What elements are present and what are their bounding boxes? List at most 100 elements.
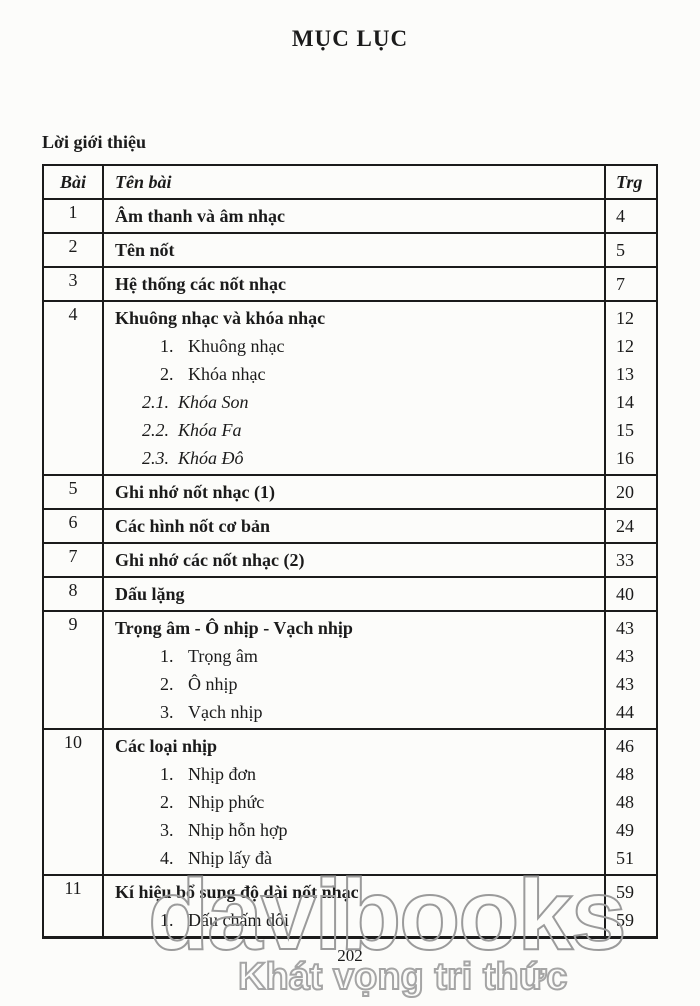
toc-line: 2.3. Khóa Đô: [104, 444, 604, 472]
toc-line: 4. Nhịp lấy đà: [104, 844, 604, 872]
line-text: Khóa nhạc: [188, 364, 266, 384]
row-lines: Âm thanh và âm nhạc: [104, 200, 606, 232]
line-page: 14: [616, 392, 634, 412]
row-no: 10: [44, 730, 104, 874]
row-no: 5: [44, 476, 104, 508]
line-page: 12: [616, 308, 634, 328]
toc-line: 1. Trọng âm: [104, 642, 604, 670]
toc-line: Các hình nốt cơ bản: [104, 512, 604, 540]
line-page: 46: [616, 736, 634, 756]
line-text: Tên nốt: [115, 240, 175, 260]
line-text: Khóa Fa: [178, 420, 242, 440]
line-marker: 2.3.: [142, 448, 169, 468]
toc-line: Trọng âm - Ô nhịp - Vạch nhịp: [104, 614, 604, 642]
line-text: Vạch nhịp: [188, 702, 263, 722]
line-text: Âm thanh và âm nhạc: [115, 206, 286, 226]
line-page: 24: [616, 516, 634, 536]
toc-line: Âm thanh và âm nhạc: [104, 202, 604, 230]
line-text: Trọng âm - Ô nhịp - Vạch nhịp: [115, 618, 353, 638]
line-text: Ô nhịp: [188, 674, 238, 694]
row-pages: 4: [606, 200, 656, 232]
line-marker: 1.: [160, 646, 174, 666]
line-text: Khóa Đô: [178, 448, 244, 468]
row-no: 2: [44, 234, 104, 266]
toc-rows: 1 Âm thanh và âm nhạc 4 2 Tên nốt 5 3 Hệ…: [44, 200, 656, 936]
line-page: 40: [616, 584, 634, 604]
line-text: Ghi nhớ nốt nhạc (1): [115, 482, 276, 502]
line-marker: 1.: [160, 910, 174, 930]
line-text: Ghi nhớ các nốt nhạc (2): [115, 550, 305, 570]
row-pages: 46 48 48 49 51: [606, 730, 656, 874]
toc-line: Khuông nhạc và khóa nhạc: [104, 304, 604, 332]
row-no: 11: [44, 876, 104, 936]
row-no: 1: [44, 200, 104, 232]
line-marker: 4.: [160, 848, 174, 868]
toc-table: Bài Tên bài Trg 1 Âm thanh và âm nhạc 4 …: [42, 164, 658, 939]
table-row: 5 Ghi nhớ nốt nhạc (1) 20: [44, 476, 656, 510]
row-pages: 12 12 13 14 15 16: [606, 302, 656, 474]
line-page: 48: [616, 792, 634, 812]
toc-line: Dấu lặng: [104, 580, 604, 608]
table-row: 10 Các loại nhịp 1. Nhịp đơn 2. Nhịp phức 3. N…: [44, 730, 656, 876]
row-lines: Các hình nốt cơ bản: [104, 510, 606, 542]
line-text: Khóa Son: [178, 392, 249, 412]
line-text: Nhịp phức: [188, 792, 265, 812]
toc-line: 2. Nhịp phức: [104, 788, 604, 816]
line-text: Các hình nốt cơ bản: [115, 516, 271, 536]
row-pages: 33: [606, 544, 656, 576]
line-page: 43: [616, 618, 634, 638]
toc-line: 1. Khuông nhạc: [104, 332, 604, 360]
table-row: 2 Tên nốt 5: [44, 234, 656, 268]
toc-line: 1. Nhịp đơn: [104, 760, 604, 788]
row-no: 3: [44, 268, 104, 300]
line-page: 4: [616, 206, 625, 226]
table-row: 11 Kí hiệu bổ sung độ dài nốt nhạc 1. Dấu …: [44, 876, 656, 936]
line-text: Dấu chấm dôi: [188, 910, 289, 930]
line-text: Kí hiệu bổ sung độ dài nốt nhạc: [115, 882, 359, 902]
row-no: 4: [44, 302, 104, 474]
table-row: 3 Hệ thống các nốt nhạc 7: [44, 268, 656, 302]
row-no: 7: [44, 544, 104, 576]
row-lines: Trọng âm - Ô nhịp - Vạch nhịp 1. Trọng âm 2…: [104, 612, 606, 728]
toc-line: 2. Ô nhịp: [104, 670, 604, 698]
row-lines: Kí hiệu bổ sung độ dài nốt nhạc 1. Dấu chấ…: [104, 876, 606, 936]
toc-line: 3. Nhịp hỗn hợp: [104, 816, 604, 844]
line-text: Dấu lặng: [115, 584, 185, 604]
toc-line: Hệ thống các nốt nhạc: [104, 270, 604, 298]
intro-heading: Lời giới thiệu: [42, 132, 146, 152]
row-lines: Hệ thống các nốt nhạc: [104, 268, 606, 300]
line-page: 51: [616, 848, 634, 868]
line-page: 59: [616, 910, 634, 930]
line-page: 48: [616, 764, 634, 784]
line-page: 12: [616, 336, 634, 356]
line-text: Nhịp đơn: [188, 764, 257, 784]
table-row: 8 Dấu lặng 40: [44, 578, 656, 612]
table-row: 6 Các hình nốt cơ bản 24: [44, 510, 656, 544]
header-no: Bài: [44, 166, 104, 198]
row-lines: Dấu lặng: [104, 578, 606, 610]
row-lines: Các loại nhịp 1. Nhịp đơn 2. Nhịp phức 3. Nhịp…: [104, 730, 606, 874]
row-pages: 24: [606, 510, 656, 542]
page-title: MỤC LỤC: [291, 26, 409, 51]
line-marker: 3.: [160, 820, 174, 840]
line-page: 59: [616, 882, 634, 902]
line-text: Các loại nhịp: [115, 736, 218, 756]
row-no: 6: [44, 510, 104, 542]
row-lines: Tên nốt: [104, 234, 606, 266]
toc-line: 3. Vạch nhịp: [104, 698, 604, 726]
line-page: 7: [616, 274, 625, 294]
row-lines: Khuông nhạc và khóa nhạc 1. Khuông nhạc 2. K…: [104, 302, 606, 474]
row-pages: 40: [606, 578, 656, 610]
line-marker: 1.: [160, 764, 174, 784]
line-page: 15: [616, 420, 634, 440]
line-marker: 2.1.: [142, 392, 169, 412]
row-lines: Ghi nhớ các nốt nhạc (2): [104, 544, 606, 576]
table-row: 4 Khuông nhạc và khóa nhạc 1. Khuông nhạc 2…: [44, 302, 656, 476]
table-row: 7 Ghi nhớ các nốt nhạc (2) 33: [44, 544, 656, 578]
line-marker: 2.: [160, 674, 174, 694]
line-text: Nhịp lấy đà: [188, 848, 272, 868]
header-title: Tên bài: [104, 166, 606, 198]
line-page: 44: [616, 702, 634, 722]
line-page: 16: [616, 448, 634, 468]
line-page: 49: [616, 820, 634, 840]
